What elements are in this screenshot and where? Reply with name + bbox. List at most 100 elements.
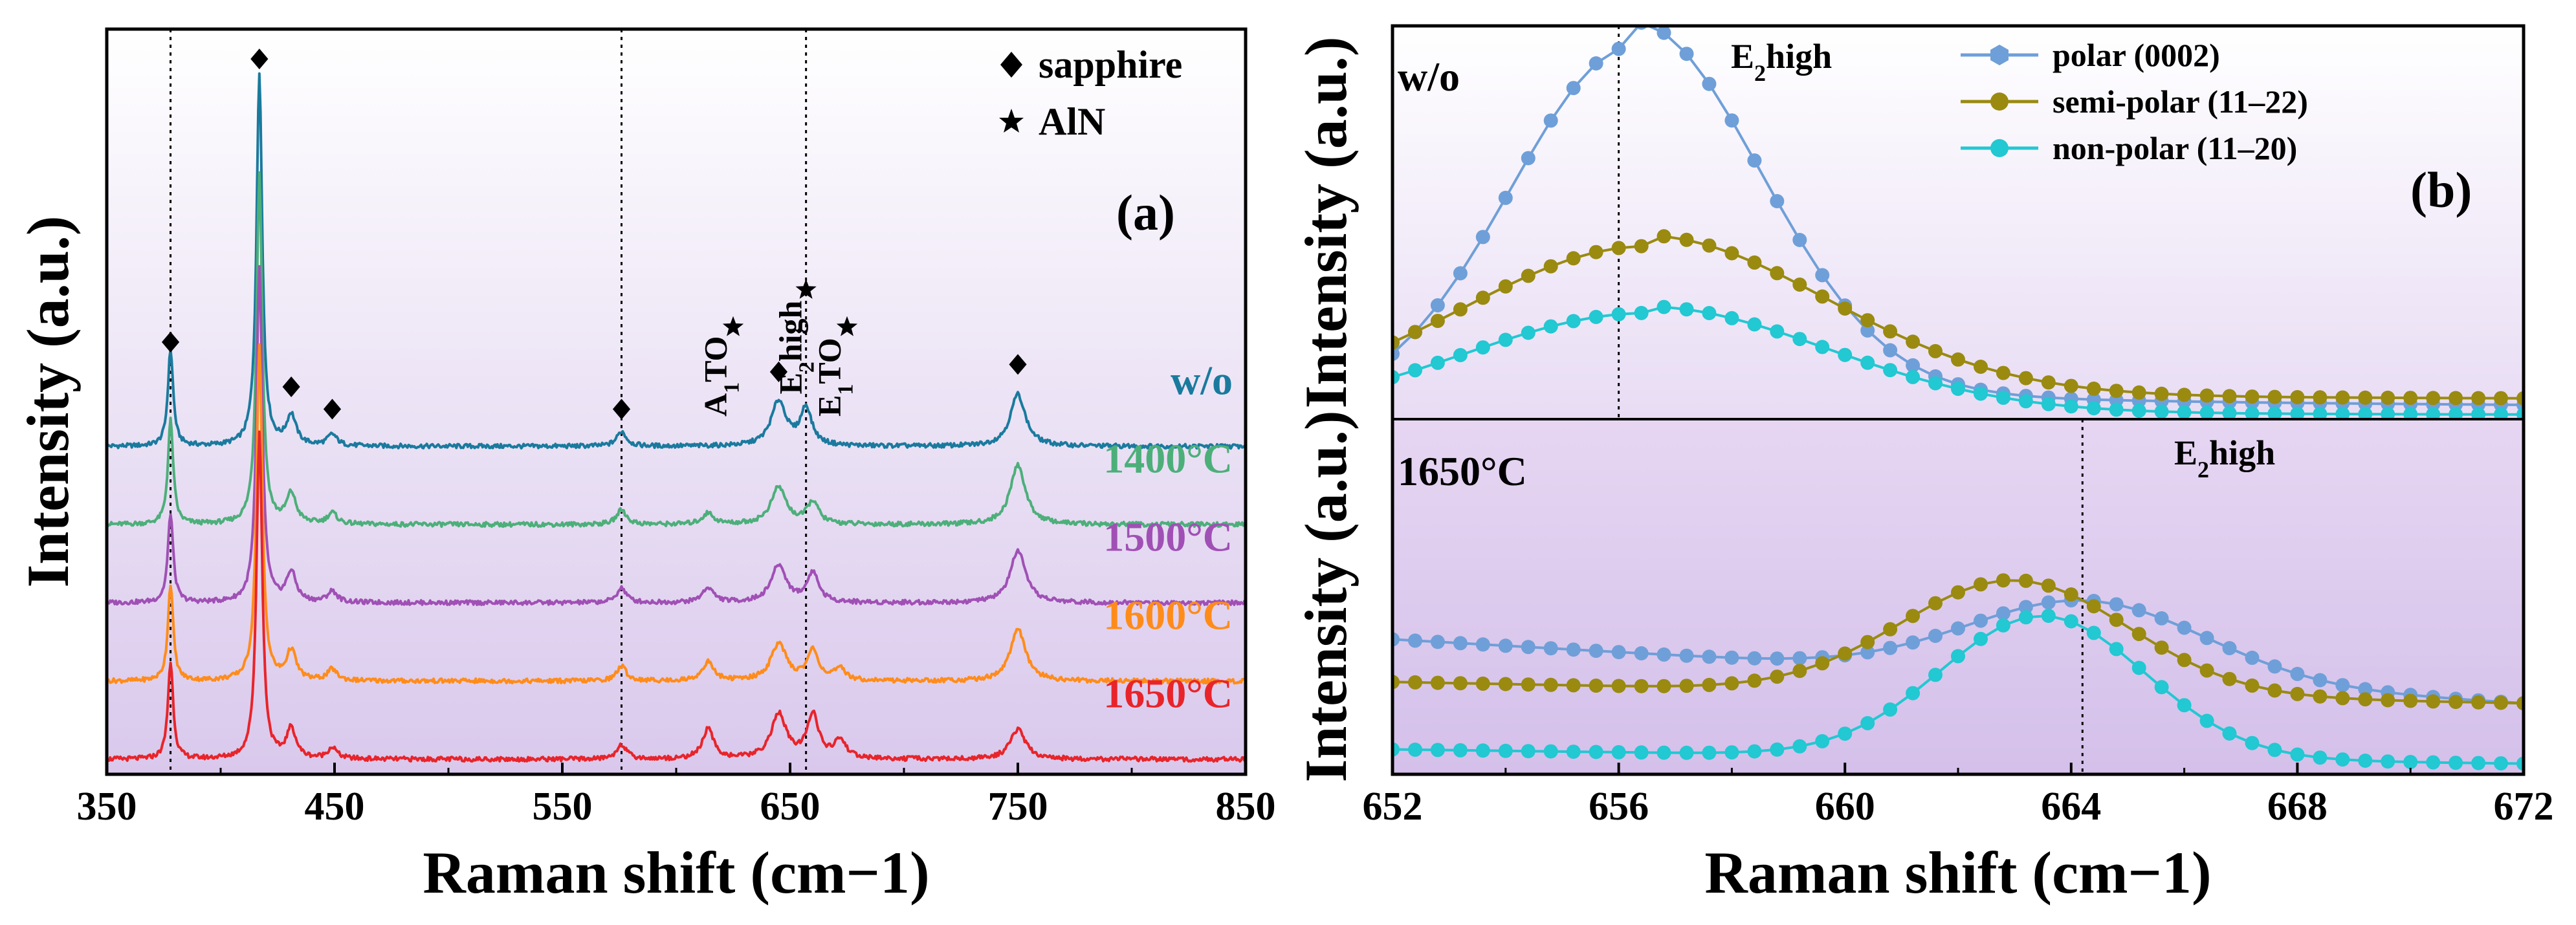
x-tick-label: 672	[2494, 785, 2554, 829]
series-label-1: w/o	[1171, 358, 1233, 404]
data-point	[1974, 577, 1988, 592]
data-point	[1611, 645, 1626, 660]
panel-b-top-sample-label: w/o	[1398, 54, 1460, 100]
data-point	[1928, 376, 1943, 391]
data-point	[2064, 614, 2078, 629]
data-point	[1679, 47, 1694, 61]
data-point	[2494, 407, 2508, 419]
panel-a-label: (a)	[1116, 184, 1175, 241]
data-point	[2131, 627, 2146, 642]
data-point	[2494, 391, 2508, 406]
spectrum-line-1	[107, 72, 1246, 450]
data-point	[2516, 391, 2524, 406]
data-point	[2109, 384, 2124, 398]
data-point	[1589, 56, 1603, 71]
data-point	[2245, 678, 2260, 693]
data-point	[2177, 653, 2192, 668]
data-point	[2018, 573, 2033, 588]
data-point	[2086, 381, 2101, 396]
data-point	[1453, 743, 1468, 757]
x-tick-label: 750	[988, 785, 1048, 829]
data-point	[2245, 650, 2260, 665]
data-point	[2358, 682, 2373, 697]
peak-label-3: E1TO	[811, 338, 857, 417]
data-point	[1838, 301, 1853, 316]
panel-a-x-axis-title: Raman shift (cm−1)	[423, 840, 929, 906]
legend-marker	[1990, 92, 2009, 111]
data-point	[1770, 651, 1785, 666]
data-point	[1543, 641, 1558, 656]
data-point	[1543, 113, 1558, 128]
data-point	[1860, 716, 1875, 730]
data-point	[1815, 340, 1830, 354]
data-point	[1521, 151, 1536, 166]
data-point	[1393, 346, 1400, 361]
data-point	[2290, 666, 2305, 681]
panel-b-bottom-series	[1393, 573, 2524, 771]
panel-a-annotations	[161, 49, 1027, 420]
spectrum-line-2	[107, 171, 1246, 528]
data-point	[1566, 678, 1581, 693]
legend-label: polar (0002)	[2053, 37, 2220, 73]
spectrum-line-3	[107, 265, 1246, 607]
panel-b-x-axis-title: Raman shift (cm−1)	[1704, 840, 2211, 906]
data-point	[2267, 683, 2282, 698]
data-point	[1634, 679, 1649, 693]
data-point	[2177, 405, 2192, 419]
data-point	[1906, 358, 1921, 373]
legend-marker	[1990, 45, 2009, 65]
data-point	[1634, 646, 1649, 660]
data-point	[1860, 323, 1875, 338]
data-point	[1393, 742, 1400, 757]
data-point	[2222, 406, 2237, 419]
series-label-5: 1650°C	[1103, 670, 1233, 716]
data-point	[1521, 677, 1536, 692]
data-point	[2426, 407, 2441, 419]
data-point	[1521, 744, 1536, 759]
data-point	[2131, 603, 2146, 618]
data-point	[1928, 343, 1943, 358]
data-point	[2449, 695, 2463, 710]
data-point	[1679, 648, 1694, 663]
data-point	[2267, 743, 2282, 757]
data-point	[2290, 686, 2305, 701]
data-point	[2449, 756, 2463, 770]
data-point	[1453, 676, 1468, 691]
data-point	[2154, 404, 2169, 419]
spectrum-line-5	[107, 430, 1246, 763]
data-point	[2086, 626, 2101, 640]
data-point	[1883, 363, 1898, 378]
panel-b: w/o 1650°C E2high E2high polar (0002) sem…	[1293, 24, 2554, 906]
data-point	[2041, 397, 2056, 411]
data-point	[2403, 755, 2418, 769]
data-point	[1475, 230, 1490, 245]
data-point	[2290, 406, 2305, 419]
data-point	[2177, 698, 2192, 713]
data-point	[2177, 620, 2192, 635]
diamond-marker	[161, 331, 180, 353]
x-tick-label: 550	[533, 785, 593, 829]
data-point	[1702, 677, 1717, 692]
data-point	[1770, 742, 1785, 757]
x-tick-label: 652	[1363, 785, 1423, 829]
peak-label-1: A1TO	[697, 336, 743, 417]
data-point	[1996, 606, 2010, 621]
panel-b-top-series	[1393, 26, 2524, 419]
data-point	[2267, 389, 2282, 404]
data-point	[1792, 664, 1807, 679]
data-point	[2290, 747, 2305, 762]
data-point	[1430, 298, 1445, 312]
data-point	[1724, 113, 1739, 128]
series-label-3: 1500°C	[1103, 514, 1233, 560]
data-point	[1747, 744, 1762, 759]
data-point	[2267, 659, 2282, 674]
data-point	[2222, 671, 2237, 686]
legend-diamond-marker	[1000, 52, 1022, 78]
data-point	[2403, 693, 2418, 708]
data-point	[1543, 677, 1558, 692]
data-point	[1928, 629, 1943, 643]
data-point	[1543, 259, 1558, 274]
data-point	[1475, 290, 1490, 305]
panel-a-legend: sapphire AlN	[999, 43, 1182, 143]
